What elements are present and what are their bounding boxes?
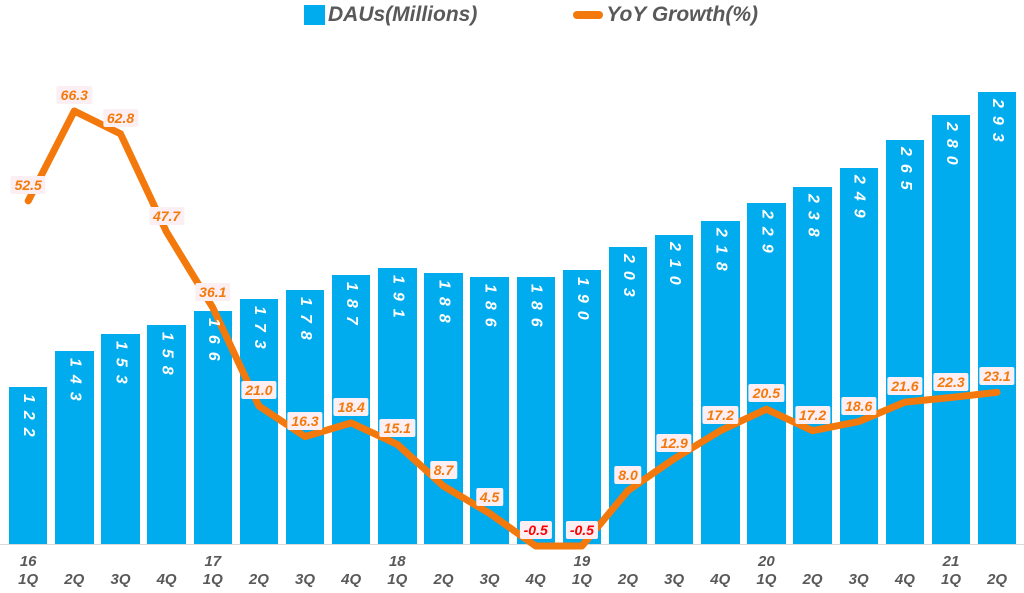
yoy-point-label: 22.3 — [933, 372, 969, 391]
x-axis-quarter-label: 4Q — [525, 571, 546, 588]
chart-legend: DAUs(Millions) YoY Growth(%) — [304, 3, 758, 27]
legend-item-daus: DAUs(Millions) — [304, 3, 477, 27]
yoy-point-label: 52.5 — [10, 175, 46, 194]
x-axis-quarter-label: 2Q — [433, 571, 454, 588]
dau-bar — [931, 114, 971, 544]
bar-value-label: 186 — [481, 283, 499, 335]
x-axis-quarter-label: 4Q — [341, 571, 362, 588]
x-axis-quarter-label: 3Q — [664, 571, 685, 588]
yoy-point-label: 17.2 — [702, 405, 738, 424]
x-axis-year-label: 16 — [19, 553, 37, 570]
yoy-point-label: 18.6 — [841, 396, 877, 415]
x-axis-quarter-label: 1Q — [202, 571, 223, 588]
x-axis-year-label: 17 — [204, 553, 222, 570]
yoy-point-label: 21.0 — [241, 381, 277, 399]
bar-value-label: 265 — [896, 147, 914, 198]
bar-value-label: 173 — [250, 306, 268, 357]
yoy-point-label: 36.1 — [195, 282, 231, 301]
bar-value-label: 190 — [573, 276, 591, 328]
bar-value-label: 158 — [158, 331, 176, 383]
bar-value-label: 210 — [666, 242, 684, 293]
yoy-point-label: -0.5 — [565, 521, 598, 539]
x-axis-year-label: 19 — [573, 553, 591, 570]
yoy-point-label: 20.5 — [748, 384, 785, 403]
yoy-point-label: 62.8 — [102, 108, 139, 127]
x-axis-year-label: 18 — [388, 553, 406, 570]
bar-value-label: 191 — [389, 275, 407, 326]
x-axis-quarter-label: 3Q — [479, 571, 500, 588]
yoy-point-label: -0.5 — [519, 521, 552, 539]
bar-value-label: 186 — [527, 283, 545, 335]
x-axis-quarter-label: 1Q — [18, 571, 39, 588]
bar-value-label: 229 — [758, 209, 776, 261]
yoy-point-label: 8.7 — [429, 461, 458, 480]
bar-value-label: 249 — [850, 175, 868, 226]
x-axis-quarter-label: 2Q — [64, 571, 85, 588]
yoy-point-label: 4.5 — [475, 488, 504, 507]
legend-item-yoy: YoY Growth(%) — [573, 3, 758, 27]
x-axis-year-label: 20 — [758, 553, 775, 570]
x-axis-quarter-label: 4Q — [894, 571, 915, 588]
yoy-point-label: 8.0 — [614, 465, 642, 484]
bar-series-swatch-icon — [304, 5, 325, 25]
dau-bar — [885, 140, 925, 544]
x-axis-quarter-label: 2Q — [617, 571, 639, 588]
x-axis-quarter-label: 2Q — [987, 571, 1008, 588]
yoy-point-label: 16.3 — [287, 411, 323, 430]
bar-value-label: 122 — [20, 394, 38, 445]
x-axis-quarter-label: 2Q — [802, 571, 823, 588]
x-axis-quarter-label: 4Q — [156, 571, 177, 588]
x-axis-quarter-label: 3Q — [294, 571, 316, 588]
yoy-point-label: 21.6 — [887, 377, 923, 396]
bar-value-label: 203 — [620, 254, 637, 305]
bar-value-label: 188 — [435, 280, 453, 331]
line-series-swatch-icon — [573, 11, 604, 19]
x-axis-quarter-label: 1Q — [571, 571, 592, 588]
yoy-point-label: 12.9 — [656, 433, 692, 452]
yoy-point-label: 66.3 — [56, 86, 92, 104]
yoy-point-label: 23.1 — [979, 367, 1015, 386]
bar-value-label: 293 — [989, 99, 1007, 150]
yoy-point-label: 47.7 — [148, 207, 185, 226]
bar-value-label: 187 — [343, 281, 361, 333]
bar-value-label: 153 — [112, 340, 130, 392]
yoy-point-label: 15.1 — [379, 419, 415, 438]
legend-label-yoy: YoY Growth(%) — [606, 3, 758, 26]
x-axis-quarter-label: 1Q — [387, 571, 408, 588]
x-axis-quarter-label: 4Q — [710, 571, 731, 588]
x-axis-quarter-label: 3Q — [110, 571, 131, 588]
x-axis-quarter-label: 1Q — [940, 571, 962, 588]
x-axis-quarter-label: 2Q — [248, 571, 269, 588]
bar-value-label: 280 — [943, 121, 960, 173]
legend-label-daus: DAUs(Millions) — [328, 3, 478, 26]
bar-value-label: 218 — [712, 228, 730, 280]
x-axis-quarter-label: 1Q — [756, 571, 777, 588]
dau-bar — [977, 92, 1017, 544]
x-axis-year-label: 21 — [942, 553, 960, 570]
yoy-point-label: 18.4 — [333, 397, 369, 416]
bar-value-label: 238 — [804, 193, 822, 245]
bar-value-label: 166 — [204, 318, 222, 369]
yoy-point-label: 17.2 — [794, 405, 831, 424]
bar-value-label: 178 — [297, 297, 314, 349]
x-axis-baseline — [0, 544, 1024, 545]
bar-value-label: 143 — [66, 357, 84, 409]
x-axis-quarter-label: 3Q — [848, 571, 869, 588]
